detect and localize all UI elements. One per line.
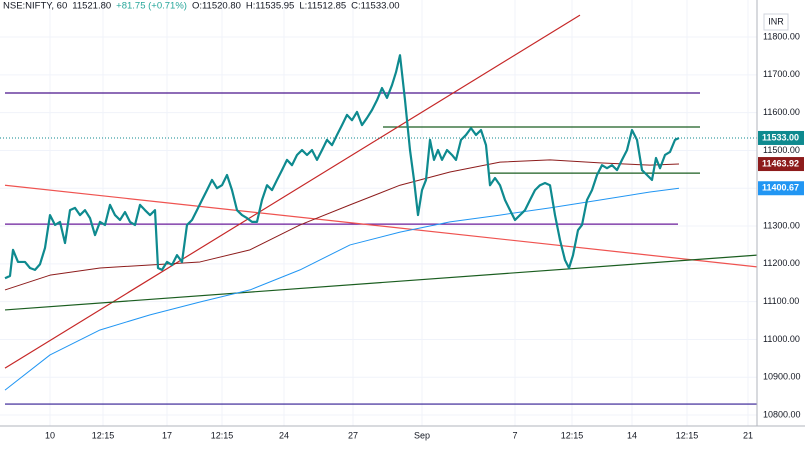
- price-tag-label: 11463.92: [762, 158, 799, 168]
- x-tick-label: Sep: [414, 430, 430, 440]
- x-tick-label: 12:15: [211, 430, 234, 440]
- x-tick-label: 24: [279, 430, 289, 440]
- drawing-line: [4, 184, 758, 268]
- x-tick-label: 21: [743, 430, 753, 440]
- x-tick-label: 12:15: [92, 430, 115, 440]
- y-tick-label: 11800.00: [763, 31, 800, 41]
- price-tag: [758, 181, 804, 196]
- header-item: +81.75 (+0.71%): [116, 1, 187, 12]
- series-line: [4, 54, 680, 280]
- grid: [0, 0, 757, 426]
- x-tick-label: 27: [348, 430, 358, 440]
- header-item: NSE:NIFTY, 60: [3, 1, 67, 12]
- header-item: O:11520.80: [192, 1, 241, 12]
- y-tick-label: 10800.00: [763, 409, 801, 419]
- price-tag: [758, 157, 804, 172]
- header: NSE:NIFTY, 60 11521.80 +81.75 (+0.71%) O:11…: [3, 1, 400, 12]
- header-item: L:11512.85: [299, 1, 346, 12]
- y-tick-label: 11000.00: [763, 334, 800, 344]
- y-tick-label: 11700.00: [763, 69, 800, 79]
- x-tick-label: 12:15: [561, 430, 584, 440]
- y-tick-label: 11100.00: [763, 296, 799, 306]
- x-tick-label: 10: [45, 430, 55, 440]
- axes: 10800.00 10900.00 11000.00 11100.00 11200.00…: [45, 31, 804, 440]
- x-tick-label: 12:15: [676, 430, 699, 440]
- x-tick-label: 17: [162, 430, 172, 440]
- plot-area: [0, 14, 758, 405]
- y-tick-label: 11200.00: [763, 258, 800, 268]
- series-line: [4, 187, 680, 391]
- drawing-line: [4, 14, 581, 369]
- drawing-line: [4, 254, 758, 311]
- y-tick-label: 11500.00: [763, 145, 800, 155]
- series-line: [4, 159, 680, 291]
- y-tick-label: 10900.00: [763, 372, 801, 382]
- price-tag-label: 11533.00: [762, 132, 799, 142]
- header-item: H:11535.95: [246, 1, 294, 12]
- x-tick-label: 14: [627, 430, 637, 440]
- y-tick-label: 11300.00: [763, 220, 800, 230]
- price-tag: [758, 130, 804, 145]
- y-tick-label: 11600.00: [763, 107, 800, 117]
- x-tick-label: 7: [512, 430, 517, 440]
- header-item: C:11533.00: [351, 1, 399, 12]
- price-tag-label: 11400.67: [762, 183, 799, 193]
- currency: INR: [768, 16, 784, 26]
- header-item: 11521.80: [72, 1, 111, 12]
- currency-box: [763, 13, 789, 31]
